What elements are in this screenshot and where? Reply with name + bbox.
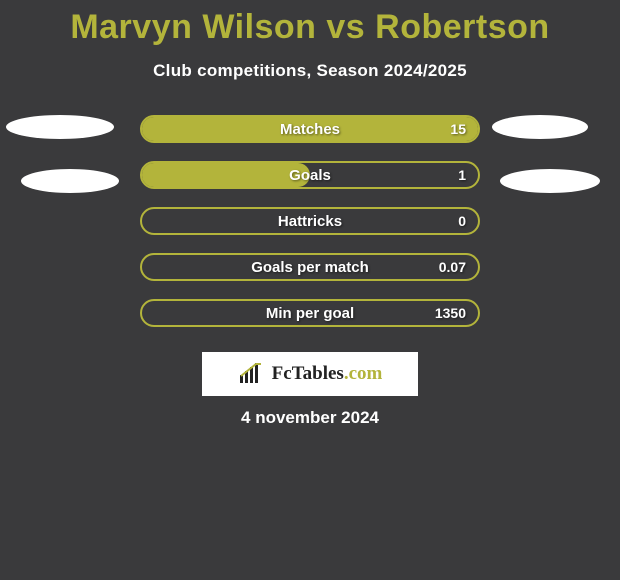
decor-ellipse-2: [492, 115, 588, 139]
decor-ellipse-3: [500, 169, 600, 193]
brand-logo-box: FcTables.com: [202, 352, 418, 396]
date-label: 4 november 2024: [0, 408, 620, 428]
stat-row: Matches15: [140, 115, 480, 143]
comparison-chart: Matches15 Goals1 Hattricks0 Goals per match…: [0, 105, 620, 365]
stat-value: 1350: [435, 301, 466, 325]
brand-text: FcTables.com: [272, 363, 383, 385]
page-title: Marvyn Wilson vs Robertson: [0, 0, 620, 47]
decor-ellipse-1: [21, 169, 119, 193]
stat-value: 0.07: [439, 255, 466, 279]
stat-row: Goals per match0.07: [140, 253, 480, 281]
stat-row: Min per goal1350: [140, 299, 480, 327]
brand-name: FcTables: [272, 363, 344, 384]
stat-label: Hattricks: [142, 209, 478, 233]
stat-row: Goals1: [140, 161, 480, 189]
stat-value: 0: [458, 209, 466, 233]
stat-label: Min per goal: [142, 301, 478, 325]
stat-value: 1: [458, 163, 466, 187]
stat-bar-fill: [142, 163, 310, 187]
stat-row: Hattricks0: [140, 207, 480, 235]
brand-suffix: .com: [344, 363, 383, 384]
brand-logo: FcTables.com: [238, 363, 383, 385]
decor-ellipse-0: [6, 115, 114, 139]
stat-label: Goals per match: [142, 255, 478, 279]
stat-bar-fill: [142, 117, 478, 141]
bars-icon: [238, 363, 266, 385]
subtitle: Club competitions, Season 2024/2025: [0, 61, 620, 81]
